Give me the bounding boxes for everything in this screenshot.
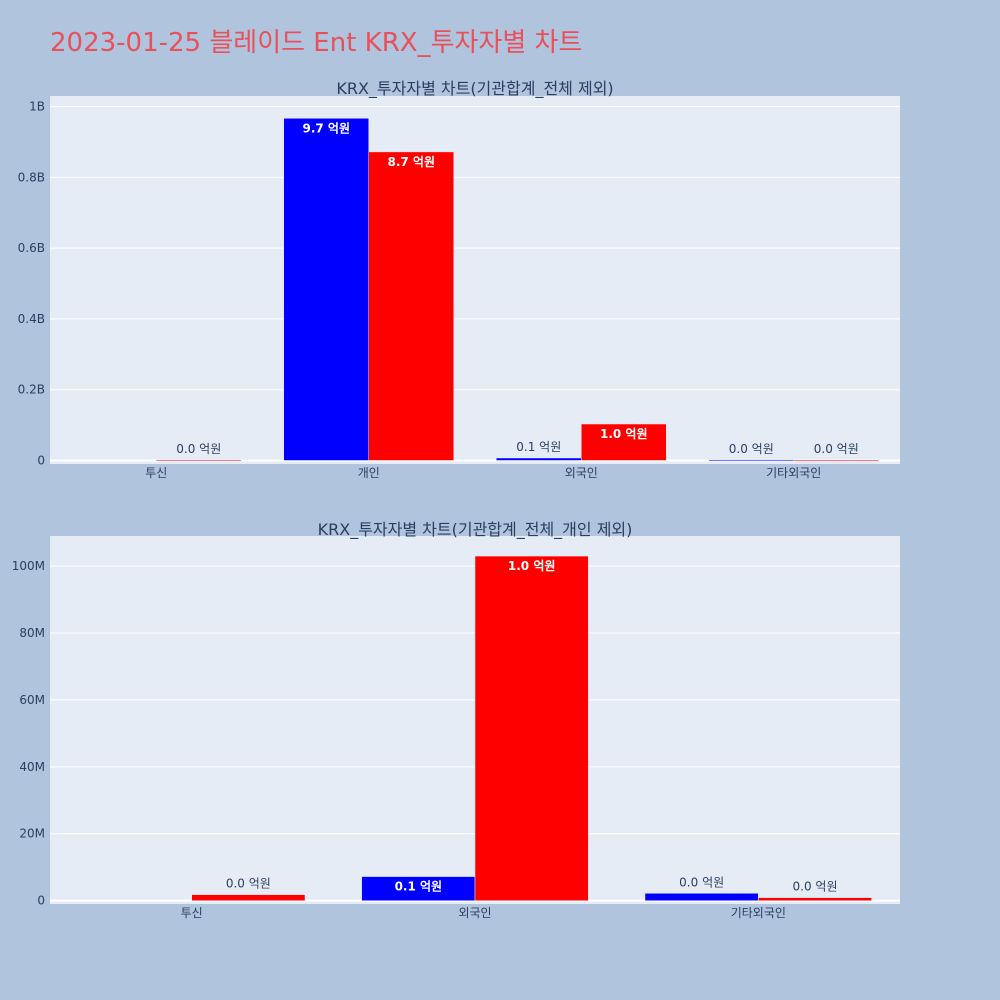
bar[interactable]: [708, 459, 794, 462]
data-label: 1.0 억원: [600, 427, 648, 441]
x-tick-label: 외국인: [458, 906, 491, 920]
y-tick-label: 80M: [19, 626, 45, 640]
y-tick-label: 0: [37, 894, 45, 908]
data-label: 0.1 억원: [395, 880, 443, 894]
data-label: 0.0 억원: [793, 880, 838, 894]
bar[interactable]: [496, 457, 582, 461]
data-label: 0.0 억원: [679, 875, 724, 889]
x-tick-label: 기타외국인: [731, 906, 786, 920]
x-tick-label: 외국인: [565, 466, 598, 480]
x-tick-label: 기타외국인: [766, 466, 821, 480]
bar[interactable]: [474, 555, 589, 901]
y-tick-label: 0.6B: [18, 241, 45, 255]
x-tick-label: 투신: [181, 906, 203, 920]
plot-area: [50, 96, 900, 464]
chart-title: KRX_투자자별 차트(기관합계_전체 제외): [336, 79, 613, 99]
bar[interactable]: [581, 423, 667, 461]
bar[interactable]: [361, 876, 476, 901]
bar[interactable]: [644, 893, 759, 901]
y-tick-label: 1B: [29, 100, 45, 114]
x-tick-label: 개인: [358, 466, 380, 480]
x-tick-label: 투신: [145, 466, 167, 480]
data-label: 9.7 억원: [302, 121, 350, 135]
y-tick-label: 0.4B: [18, 312, 45, 326]
y-tick-label: 40M: [19, 760, 45, 774]
data-label: 1.0 억원: [508, 559, 556, 573]
bar[interactable]: [156, 459, 242, 462]
data-label: 8.7 억원: [387, 155, 435, 169]
page-title: 2023-01-25 블레이드 Ent KRX_투자자별 차트: [50, 28, 583, 58]
data-label: 0.0 억원: [176, 442, 221, 456]
bar[interactable]: [758, 897, 872, 901]
data-label: 0.0 억원: [729, 442, 774, 456]
y-tick-label: 0.2B: [18, 383, 45, 397]
y-tick-label: 0.8B: [18, 170, 45, 184]
data-label: 0.1 억원: [516, 440, 561, 454]
y-tick-label: 0: [37, 453, 45, 467]
data-label: 0.0 억원: [226, 877, 271, 891]
y-tick-label: 100M: [12, 559, 45, 573]
y-tick-label: 60M: [19, 693, 45, 707]
chart-title: KRX_투자자별 차트(기관합계_전체_개인 제외): [318, 520, 633, 540]
bar[interactable]: [368, 151, 454, 461]
bar[interactable]: [793, 459, 879, 462]
y-tick-label: 20M: [19, 827, 45, 841]
data-label: 0.0 억원: [814, 442, 859, 456]
bar[interactable]: [191, 894, 306, 901]
bar[interactable]: [283, 118, 369, 461]
